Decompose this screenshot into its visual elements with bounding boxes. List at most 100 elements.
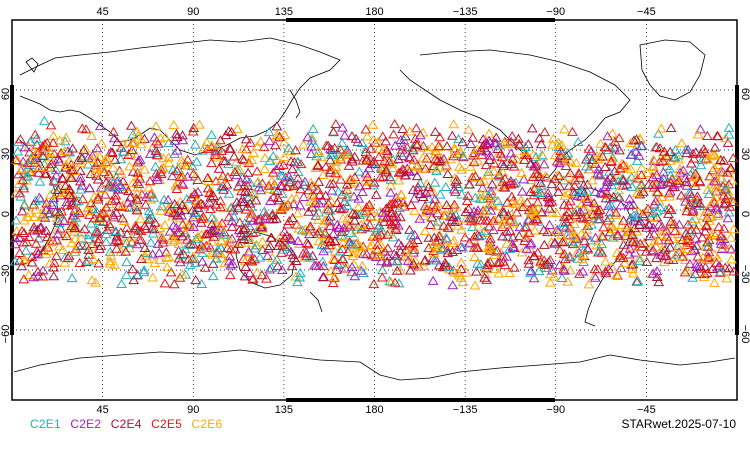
observation-marker: [518, 174, 530, 184]
lon-tick-label-top: −135: [453, 6, 478, 18]
observation-marker: [618, 252, 629, 262]
observation-marker: [103, 169, 114, 179]
observation-marker: [472, 208, 483, 218]
observation-marker: [554, 245, 566, 255]
observation-marker: [664, 191, 676, 201]
observation-marker: [216, 252, 227, 262]
observation-marker: [10, 215, 22, 225]
observation-marker: [445, 154, 456, 164]
observation-marker: [37, 265, 49, 275]
observation-marker: [337, 213, 349, 223]
observation-marker: [489, 263, 501, 273]
observation-marker: [294, 267, 306, 277]
observation-marker: [380, 136, 392, 146]
observation-marker: [15, 191, 27, 201]
observation-marker: [135, 235, 147, 245]
observation-marker: [341, 192, 352, 202]
observation-marker: [222, 242, 233, 252]
observation-marker: [362, 212, 374, 222]
observation-marker: [334, 246, 346, 256]
observation-marker: [429, 126, 441, 136]
observation-marker: [84, 183, 96, 193]
observation-marker: [29, 129, 41, 139]
observation-marker: [627, 268, 639, 278]
observation-marker: [573, 185, 585, 196]
observation-marker: [494, 181, 505, 191]
observation-marker: [177, 130, 188, 140]
observation-marker: [111, 243, 122, 253]
observation-marker: [504, 267, 515, 277]
observation-marker: [232, 203, 244, 213]
observation-marker: [526, 123, 538, 133]
observation-marker: [338, 203, 349, 213]
observation-marker: [325, 149, 337, 159]
observation-marker: [164, 206, 175, 216]
observation-marker: [384, 276, 396, 286]
observation-marker: [173, 238, 185, 249]
observation-marker: [16, 206, 28, 216]
observation-marker: [341, 148, 353, 158]
observation-marker: [568, 232, 580, 242]
observation-marker: [303, 239, 314, 249]
observation-marker: [287, 249, 299, 259]
observation-marker: [515, 195, 527, 205]
observation-marker: [405, 265, 416, 275]
observation-marker: [569, 180, 580, 191]
observation-marker: [511, 154, 522, 164]
observation-marker: [318, 246, 329, 256]
observation-marker: [370, 226, 382, 236]
observation-marker: [242, 234, 254, 245]
observation-marker: [215, 222, 227, 232]
observation-marker: [497, 167, 509, 177]
observation-marker: [242, 167, 254, 177]
observation-marker: [269, 140, 281, 150]
observation-marker: [544, 277, 556, 287]
observation-marker: [601, 187, 612, 197]
observation-marker: [516, 167, 527, 177]
observation-marker: [329, 272, 341, 282]
observation-marker: [337, 253, 348, 263]
observation-marker: [677, 165, 689, 175]
observation-marker: [463, 124, 474, 134]
observation-marker: [608, 191, 619, 201]
observation-marker: [256, 270, 268, 280]
observation-marker: [196, 247, 208, 257]
observation-marker: [271, 254, 283, 264]
observation-marker: [101, 157, 113, 167]
observation-marker: [442, 222, 454, 232]
observation-marker: [139, 133, 150, 143]
observation-marker: [150, 121, 162, 131]
observation-marker: [86, 241, 98, 251]
observation-marker: [689, 244, 700, 254]
observation-marker: [508, 262, 520, 272]
observation-marker: [102, 212, 114, 222]
observation-marker: [47, 235, 59, 245]
observation-marker: [18, 274, 30, 284]
observation-marker: [33, 233, 45, 243]
lon-tick-label-bottom: 45: [97, 404, 109, 416]
observation-marker: [528, 273, 540, 283]
observation-marker: [631, 155, 643, 165]
observation-marker: [28, 221, 40, 232]
observation-marker: [127, 137, 139, 147]
observation-marker: [614, 250, 626, 260]
observation-marker: [317, 256, 329, 266]
legend-item-c2e1: C2E1: [30, 417, 61, 431]
observation-marker: [567, 225, 578, 235]
observation-marker: [405, 230, 417, 240]
observation-marker: [323, 233, 335, 243]
observation-marker: [91, 143, 103, 153]
observation-marker: [18, 183, 30, 193]
observation-marker: [449, 199, 460, 209]
observation-marker: [452, 220, 464, 230]
observation-marker: [196, 242, 208, 252]
observation-marker: [28, 199, 40, 209]
observation-marker: [91, 224, 103, 234]
observation-marker: [408, 242, 420, 252]
observation-marker: [75, 233, 87, 243]
observation-marker: [327, 228, 339, 238]
observation-marker: [600, 142, 612, 152]
observation-marker: [483, 170, 494, 180]
observation-marker: [78, 144, 90, 155]
observation-marker: [577, 266, 589, 276]
